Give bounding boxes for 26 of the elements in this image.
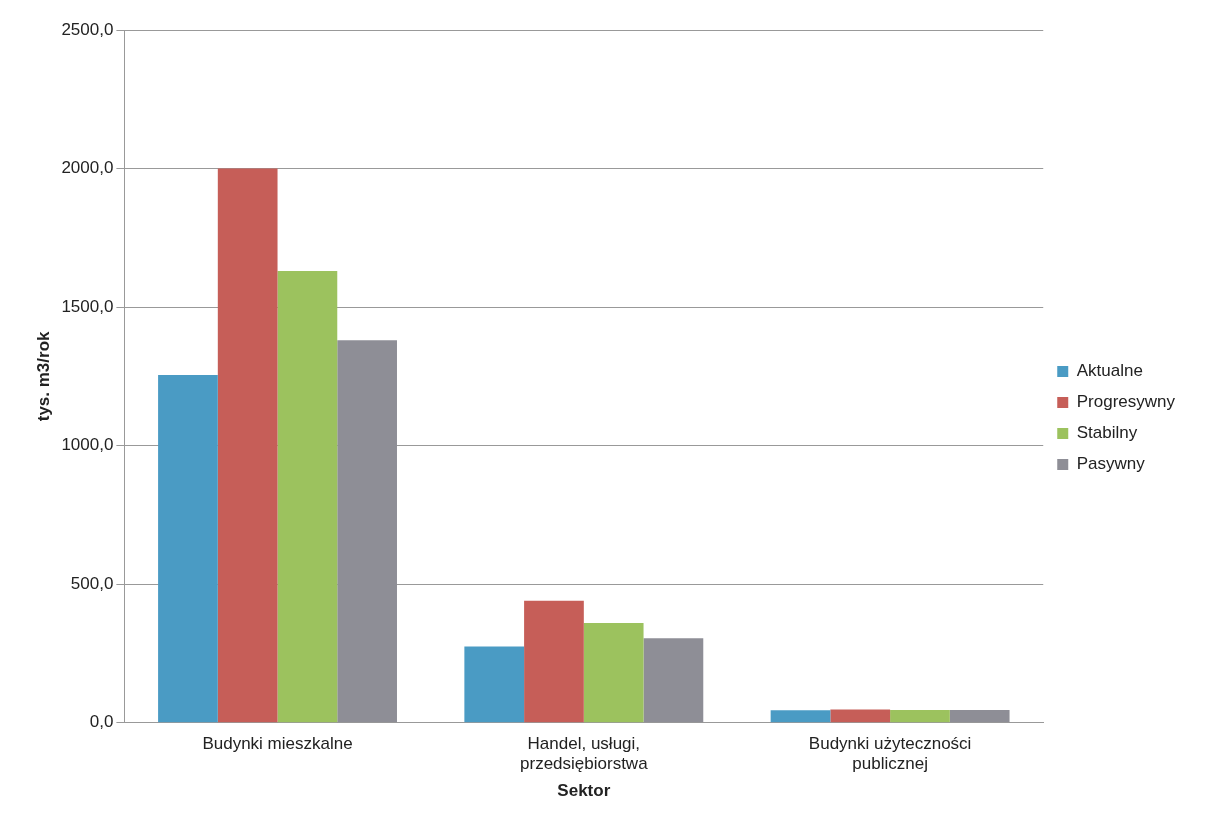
y-tick-label: 1000,0 bbox=[61, 435, 114, 455]
x-axis-title: Sektor bbox=[557, 781, 611, 801]
legend-label: Progresywny bbox=[1076, 392, 1176, 412]
legend-label: Aktualne bbox=[1076, 361, 1143, 381]
bar bbox=[890, 710, 950, 723]
x-tick-label: Budynki użyteczności publicznej bbox=[808, 733, 972, 774]
bar bbox=[643, 638, 704, 723]
bar bbox=[524, 600, 584, 723]
y-axis-title: tys. m3/rok bbox=[33, 330, 53, 422]
y-tick-label: 2000,0 bbox=[61, 158, 114, 178]
x-tick-label: Handel, usługi, przedsiębiorstwa bbox=[520, 733, 649, 774]
bar bbox=[158, 375, 218, 723]
bar bbox=[830, 709, 891, 723]
legend-label: Pasywny bbox=[1076, 454, 1146, 474]
bar bbox=[770, 710, 831, 723]
y-tick-label: 500,0 bbox=[70, 573, 114, 593]
y-tick-label: 0,0 bbox=[89, 712, 114, 732]
x-tick-label: Budynki mieszkalne bbox=[202, 733, 353, 753]
bar bbox=[464, 646, 525, 723]
y-tick-label: 1500,0 bbox=[61, 296, 114, 316]
legend-label: Stabilny bbox=[1076, 423, 1138, 443]
bar bbox=[277, 271, 338, 723]
bar bbox=[949, 710, 1010, 723]
bar bbox=[583, 623, 644, 723]
bar bbox=[217, 168, 278, 723]
y-tick-label: 2500,0 bbox=[61, 19, 114, 39]
